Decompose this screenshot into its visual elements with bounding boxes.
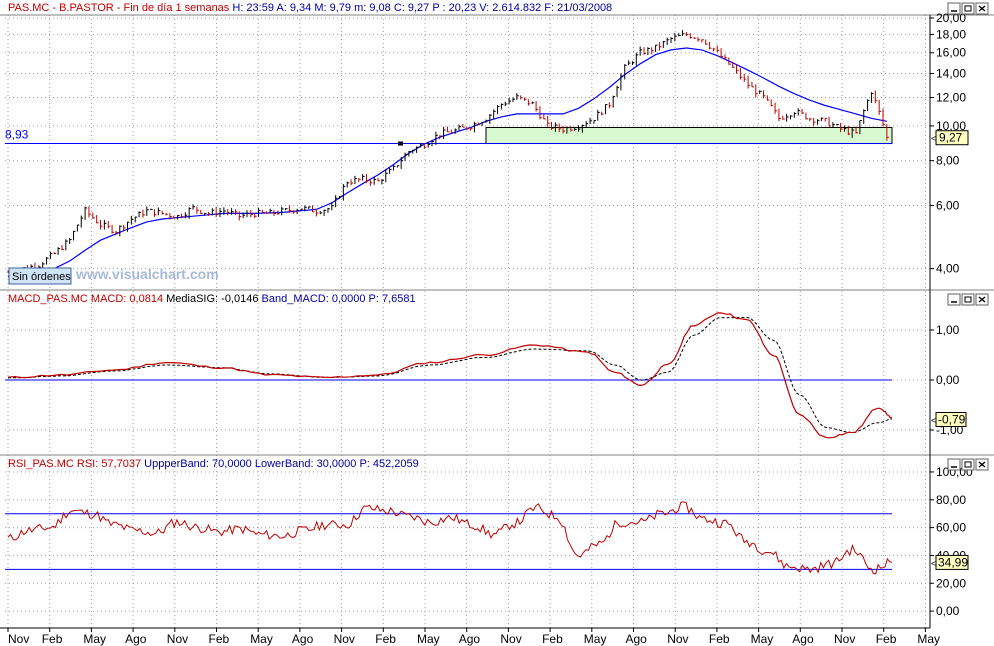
price-header-item: F: 21/03/2008 (541, 2, 612, 14)
macd-header-item: MediaSIG: -0,0146 (163, 293, 258, 305)
macd-signal-line (7, 316, 893, 434)
price-header-item: M: 9,79 (311, 2, 351, 14)
level-handle[interactable] (398, 141, 403, 146)
price-header-item: m: 9,08 (351, 2, 391, 14)
x-tick-label: Ago (792, 632, 814, 646)
price-maximize-button[interactable] (961, 2, 975, 15)
x-tick-label: Nov (167, 632, 188, 646)
price-y-tick-label: 6,00 (936, 198, 960, 212)
x-tick-label: Feb (876, 632, 897, 646)
x-tick-label: Nov (334, 632, 355, 646)
status-button[interactable] (8, 267, 72, 285)
watermark: www.visualchart.com (75, 266, 219, 282)
price-y-tick-label: 16,00 (936, 46, 966, 60)
x-tick-label: May (83, 632, 106, 646)
x-tick-label: May (917, 632, 940, 646)
rsi-close-icon (978, 461, 986, 468)
x-tick-label: Feb (709, 632, 730, 646)
rsi-header-item: UppperBand: 70,0000 (141, 458, 252, 470)
rsi-maximize-icon (964, 461, 972, 468)
support-zone[interactable] (485, 126, 893, 145)
rsi-y-tick-label: 80,00 (936, 493, 966, 507)
price-header-item: V: 2.614.832 (476, 2, 541, 14)
macd-last-value-box (935, 412, 967, 427)
rsi-header-item: LowerBand: 30,0000 (252, 458, 357, 470)
rsi-y-tick-label: 20,00 (936, 576, 966, 590)
x-tick-label: May (751, 632, 774, 646)
x-tick-label: Nov (8, 632, 29, 646)
rsi-last-value: 34,99 (938, 555, 968, 569)
x-tick-label: May (584, 632, 607, 646)
moving-average-line (7, 47, 888, 278)
price-maximize-icon (964, 5, 972, 12)
panel-headers: PAS.MC - B.PASTOR - Fin de día 1 semanas… (5, 1, 617, 470)
rsi-header-item: RSI: 57,7037 (74, 458, 141, 470)
macd-header-item: MACD: 0,0814 (88, 293, 163, 305)
price-y-tick-label: 12,00 (936, 91, 966, 105)
macd-last-value-marker: < (931, 416, 936, 426)
macd-header: MACD_PAS.MC MACD: 0,0814 MediaSIG: -0,01… (8, 293, 416, 305)
x-tick-label: Ago (459, 632, 481, 646)
level-label: 8,93 (5, 128, 29, 142)
price-last-value-box (935, 130, 969, 146)
macd-header-item: MACD_PAS.MC (8, 293, 88, 305)
x-tick-label: May (417, 632, 440, 646)
rsi-line (7, 501, 893, 575)
rsi-header-item: RSI_PAS.MC (8, 458, 74, 470)
macd-y-tick-label: 0,00 (936, 373, 960, 387)
price-y-tick-label: 18,00 (936, 27, 966, 41)
price-header-item: A: 9,34 (274, 2, 311, 14)
x-tick-label: Feb (542, 632, 563, 646)
price-y-tick-label: 14,00 (936, 67, 966, 81)
rsi-minimize-button[interactable] (947, 458, 961, 471)
macd-maximize-button[interactable] (961, 293, 975, 306)
x-tick-label: Feb (42, 632, 63, 646)
price-y-tick-label: 4,00 (936, 262, 960, 276)
x-tick-label: Nov (834, 632, 855, 646)
rsi-y-tick-label: 0,00 (936, 604, 960, 618)
x-tick-label: Nov (667, 632, 688, 646)
rsi-header-item: P: 452,2059 (356, 458, 418, 470)
x-tick-label: Ago (292, 632, 314, 646)
price-minimize-button[interactable] (947, 2, 961, 15)
price-close-icon (978, 5, 986, 12)
price-header-item: PAS.MC - B.PASTOR - Fin de día 1 semanas (8, 2, 230, 14)
macd-close-icon (978, 296, 986, 303)
panel-frames (0, 14, 994, 628)
rsi-maximize-button[interactable] (961, 458, 975, 471)
price-y-tick-label: 10,00 (936, 119, 966, 133)
price-header: PAS.MC - B.PASTOR - Fin de día 1 semanas… (8, 2, 612, 14)
status-button-label: Sin órdenes (12, 271, 71, 283)
x-tick-label: Nov (500, 632, 521, 646)
macd-y-tick-label: 1,00 (936, 323, 960, 337)
price-panel[interactable]: 8,93 (5, 29, 893, 278)
rsi-header: RSI_PAS.MC RSI: 57,7037 UppperBand: 70,0… (8, 458, 419, 470)
price-header-item: C: 9,27 (391, 2, 430, 14)
macd-header-item: P: 7,6581 (365, 293, 415, 305)
price-header-bg (5, 1, 617, 14)
price-last-value-marker: < (931, 134, 936, 144)
rsi-y-tick-label: 60,00 (936, 521, 966, 535)
x-tick-label: Feb (209, 632, 230, 646)
x-tick-label: Feb (375, 632, 396, 646)
macd-maximize-icon (964, 296, 972, 303)
axes: Nov Feb May Ago Nov Feb May Ago Nov Feb May Ago Nov F… (0, 11, 973, 646)
price-last-value: 9,27 (939, 131, 963, 145)
rsi-panel[interactable] (5, 501, 893, 575)
x-tick-label: Ago (626, 632, 648, 646)
price-header-item: H: 23:59 (229, 2, 274, 14)
price-header-item: P : 20,23 (429, 2, 476, 14)
macd-minimize-button[interactable] (947, 293, 961, 306)
x-tick-label: Ago (125, 632, 147, 646)
x-tick-label: May (250, 632, 273, 646)
rsi-last-value-marker: < (931, 558, 936, 568)
macd-header-item: Band_MACD: 0,0000 (258, 293, 365, 305)
macd-line (7, 312, 893, 439)
price-y-tick-label: 8,00 (936, 154, 960, 168)
rsi-last-value-box (935, 554, 969, 570)
macd-last-value: -0,79 (938, 413, 966, 427)
macd-panel[interactable] (5, 312, 893, 439)
